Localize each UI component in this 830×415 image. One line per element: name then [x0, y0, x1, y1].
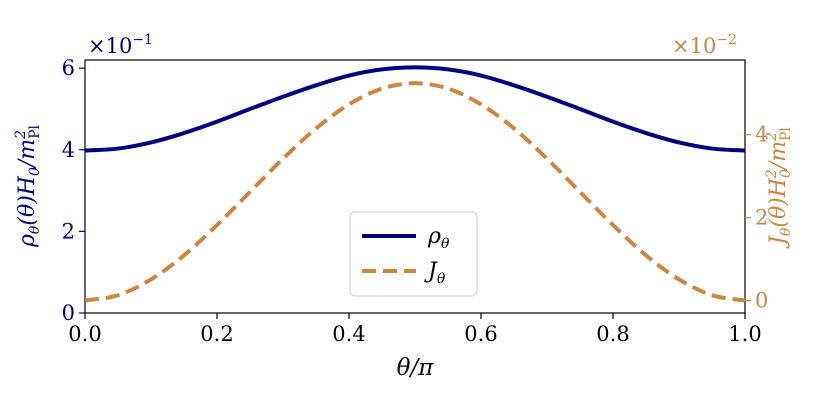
x-axis-label: θ/π	[397, 355, 435, 381]
legend-label-j: Jθ	[424, 259, 446, 287]
left-tick-label: 2	[62, 219, 75, 243]
x-tick-label: 0.8	[596, 322, 629, 346]
left-axis-label: ρθ(θ)H0/m2Pl	[13, 124, 43, 248]
left-tick-label: 6	[62, 56, 75, 80]
left-axis-multiplier: ×10−1	[88, 32, 153, 58]
x-tick-label: 0.4	[332, 322, 365, 346]
plot-frame	[84, 59, 746, 314]
legend: ρθ Jθ	[349, 211, 478, 297]
series-rho-line	[84, 65, 746, 153]
left-tick-label: 4	[62, 138, 75, 162]
left-axis-ticks: 0 2 4 6	[62, 56, 85, 325]
x-axis-ticks: 0.0 0.2 0.4 0.6 0.8 1.0	[68, 313, 762, 346]
right-axis-ticks: 0 2 4	[745, 123, 768, 313]
right-axis-multiplier: ×10−2	[672, 32, 737, 58]
right-tick-label: 0	[755, 289, 768, 313]
left-tick-label: 0	[62, 301, 75, 325]
x-tick-label: 0.2	[200, 322, 233, 346]
legend-label-rho: ρθ	[427, 224, 450, 252]
right-tick-label: 4	[755, 123, 768, 147]
right-tick-label: 2	[755, 206, 768, 230]
legend-box	[349, 211, 478, 297]
series-j-line	[84, 81, 746, 303]
x-tick-label: 0.0	[68, 322, 101, 346]
x-tick-label: 1.0	[728, 322, 761, 346]
x-tick-label: 0.6	[464, 322, 497, 346]
right-axis-label: Jθ(θ)H02/m2Pl	[764, 127, 794, 249]
